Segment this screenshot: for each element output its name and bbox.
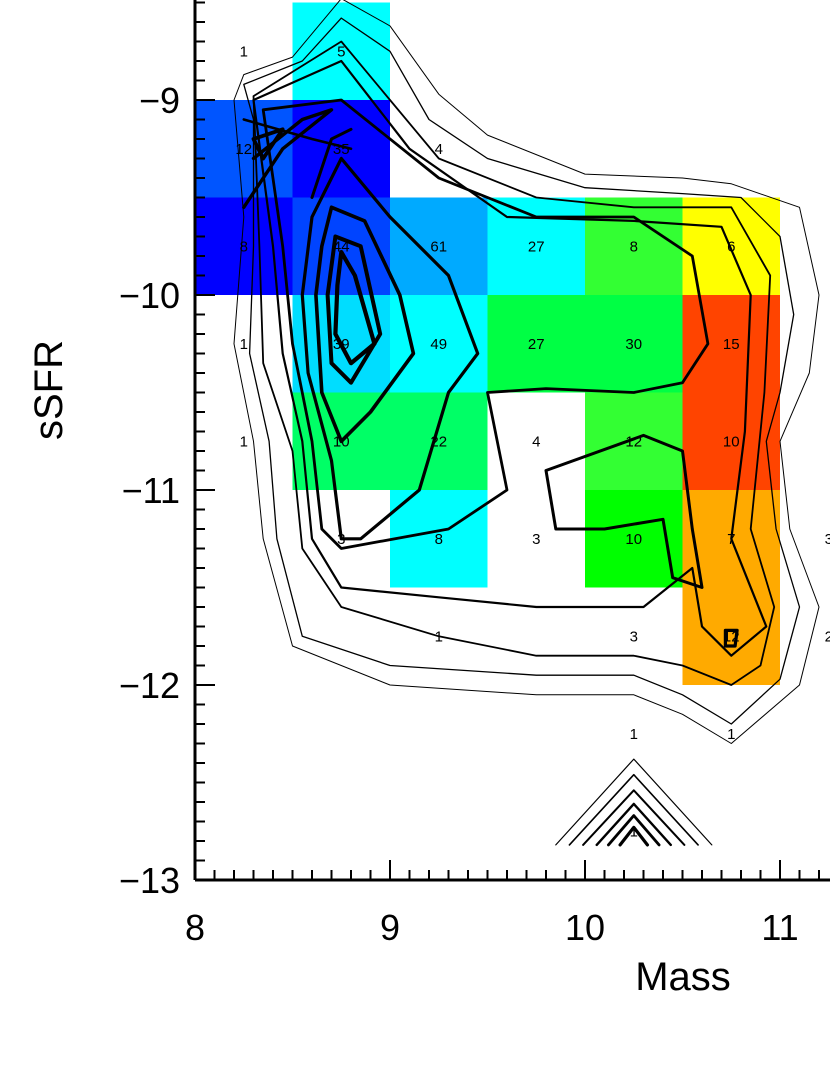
axes [193,0,830,882]
cell-count-label: 3 [825,531,830,548]
heatmap-cell [195,100,293,198]
cell-count-label: 3 [337,531,345,548]
cell-count-label: 15 [723,336,740,353]
contour-line [300,156,480,541]
y-tick-label: −13 [119,860,180,901]
cell-count-label: 39 [333,336,350,353]
cell-count-label: 1 [630,823,638,840]
cell-count-label: 30 [625,336,642,353]
heatmap-cell [390,490,488,588]
cell-count-label: 4 [435,141,443,158]
contour-lines [233,0,820,847]
heatmap-cell [390,295,488,393]
contour-line [314,205,416,444]
cell-count-label: 35 [333,141,350,158]
contour-line [233,0,820,744]
contour-line [618,825,650,847]
cell-count-label: 8 [435,531,443,548]
contour-line [325,234,383,385]
contour-line [544,433,704,589]
cell-count-label: 1 [240,336,248,353]
contour-line [595,802,672,847]
cell-count-label: 27 [528,336,545,353]
cell-count-label: 1 [630,726,638,743]
cell-count-label: 6 [727,238,735,255]
cell-count-label: 1 [435,628,443,645]
cell-count-label: 2 [825,628,830,645]
cell-count-label: 7 [727,531,735,548]
x-tick-label: 11 [761,907,798,948]
cell-count-label: 8 [240,238,248,255]
cell-counts: 1 512 35 48 44 61 27 8 61 39 49 27 30 151 10 22 4 12 103 8 3… [235,43,830,840]
contour-line [252,40,776,686]
x-tick-label: 10 [565,907,605,948]
heatmap-cell [682,392,780,490]
tick-labels: 8 9 10 11−9−10−11−12−13 [119,80,799,948]
cell-count-label: 61 [430,238,447,255]
x-tick-label: 9 [380,907,400,948]
heatmap-cell [682,197,780,295]
cell-count-label: 5 [337,43,345,60]
cell-count-label: 44 [333,238,350,255]
cell-count-label: 10 [333,433,350,450]
cell-count-label: 1 [727,726,735,743]
x-axis-label: Mass [635,955,731,999]
cell-count-label: 4 [532,433,540,450]
contour-line [723,628,739,648]
contour-line [242,118,353,151]
contour-line [252,59,768,657]
cell-count-label: 3 [630,628,638,645]
heatmap-cell [585,197,683,295]
y-tick-label: −11 [122,470,180,511]
x-tick-label: 8 [185,907,205,948]
cell-count-label: 1 [240,433,248,450]
heatmap-cell [487,295,585,393]
cell-count-label: 12 [235,141,252,158]
contour-line [333,250,377,366]
y-tick-label: −10 [119,275,180,316]
cell-count-label: 22 [430,433,447,450]
contour-line [310,127,353,199]
cell-count-label: 10 [625,531,642,548]
cell-count-label: 8 [630,238,638,255]
heatmap-cell [682,295,780,393]
cell-count-label: 1 [240,43,248,60]
cell-count-label: 12 [625,433,642,450]
heatmap-cell [585,295,683,393]
y-tick-label: −12 [119,665,180,706]
cell-count-label: 49 [430,336,447,353]
contour-line [555,758,713,846]
y-tick-label: −9 [139,80,180,121]
cell-count-label: 3 [532,531,540,548]
contour-line [261,98,710,550]
cell-count-label: 27 [528,238,545,255]
contour-line [243,17,801,725]
cell-count-label: 12 [723,628,740,645]
contour-line [568,773,699,846]
contour-line [582,789,686,846]
heatmap-cell [585,392,683,490]
heatmap-cell [390,392,488,490]
cell-count-label: 10 [723,433,740,450]
heatmap-cell [390,197,488,295]
y-axis-label: sSFR [27,340,71,440]
contour-line [607,814,661,847]
